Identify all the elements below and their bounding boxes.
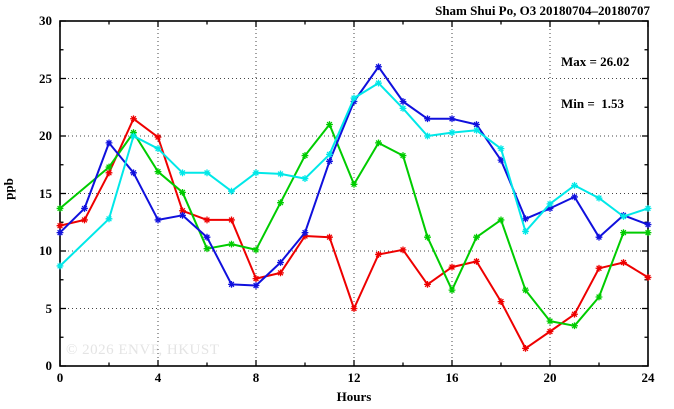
y-tick-label: 5 <box>45 300 53 316</box>
y-tick-label: 10 <box>39 243 52 258</box>
y-tick-label: 25 <box>39 70 52 86</box>
x-tick-label: 0 <box>56 370 64 385</box>
x-tick-label: 24 <box>641 370 655 385</box>
x-tick-label: 20 <box>543 370 557 385</box>
green-line-markers <box>56 121 652 330</box>
cyan-line-markers <box>56 79 652 270</box>
x-tick-label: 8 <box>252 370 260 385</box>
max-annotation: Max = 26.02 <box>561 54 630 69</box>
x-tick-label: 4 <box>154 370 162 385</box>
max-min-annotation: Max = 26.02 Min = 1.53 <box>561 27 629 125</box>
red-line-markers <box>56 115 652 352</box>
y-tick-label: 15 <box>39 185 52 201</box>
watermark: © 2026 ENVF, HKUST <box>66 342 220 358</box>
min-annotation: Min = 1.53 <box>561 96 625 111</box>
chart-title: Sham Shui Po, O3 20180704–20180707 <box>435 3 650 18</box>
y-tick-label: 0 <box>45 358 53 373</box>
x-tick-label: 16 <box>445 370 459 385</box>
x-tick-label: 12 <box>347 370 361 385</box>
blue-line-markers <box>56 63 652 289</box>
y-tick-label: 20 <box>39 128 52 143</box>
x-axis-label: Hours <box>336 389 372 404</box>
green-line <box>59 123 648 327</box>
cyan-line <box>59 82 649 267</box>
y-tick-label: 30 <box>39 13 52 28</box>
